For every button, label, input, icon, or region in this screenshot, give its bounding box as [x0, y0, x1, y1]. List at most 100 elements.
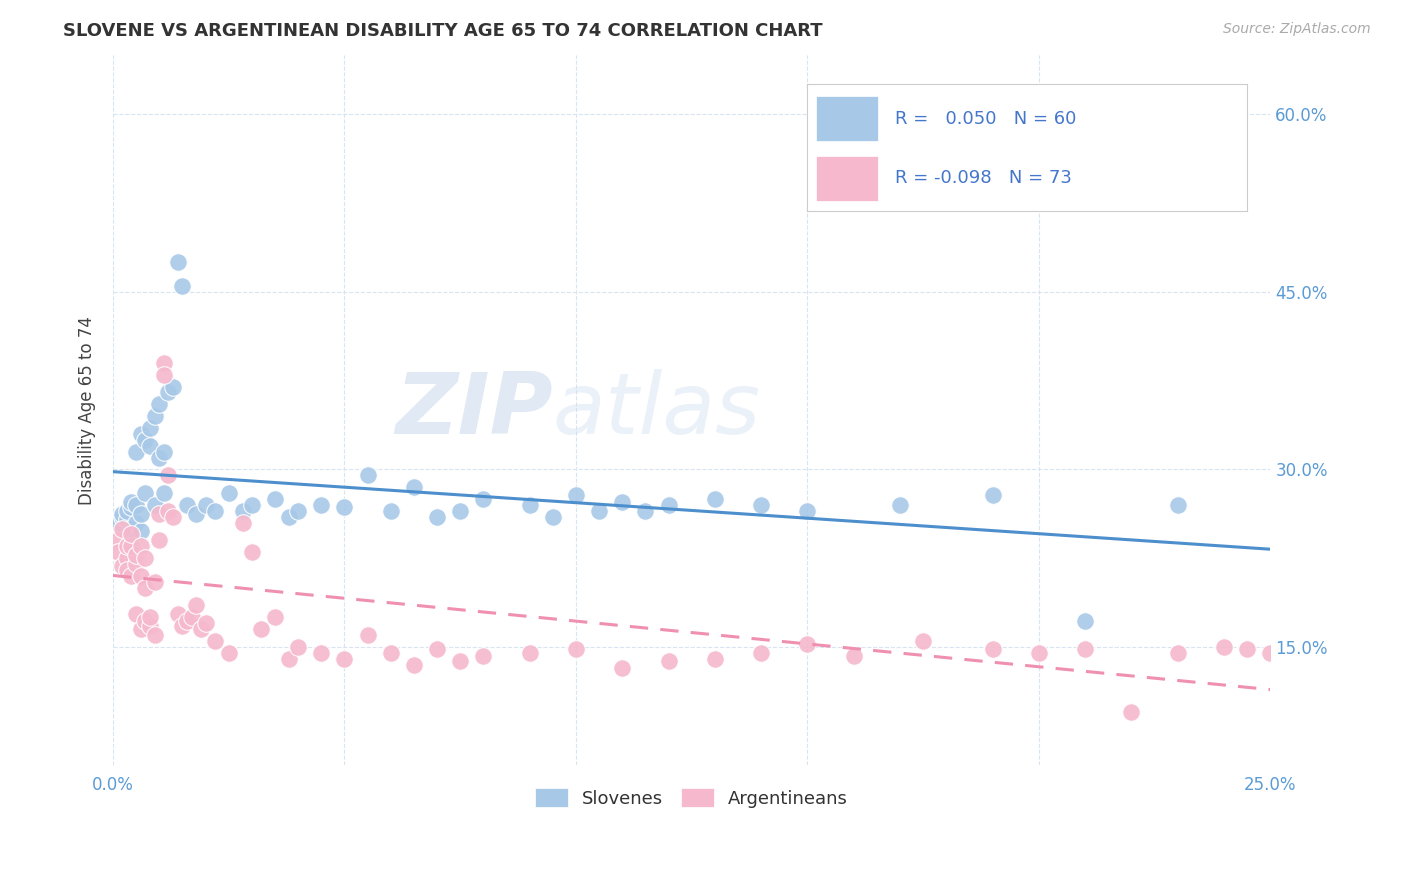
- Point: [472, 649, 495, 664]
- Point: [1236, 642, 1258, 657]
- Point: [134, 433, 156, 447]
- Point: [157, 385, 180, 400]
- Point: [311, 646, 333, 660]
- Point: [125, 516, 148, 530]
- Point: [287, 504, 309, 518]
- Point: [157, 504, 180, 518]
- Point: [981, 488, 1004, 502]
- Point: [125, 607, 148, 621]
- Point: [157, 468, 180, 483]
- Point: [120, 522, 142, 536]
- Point: [1028, 646, 1050, 660]
- Point: [703, 651, 725, 665]
- Point: [1074, 642, 1097, 657]
- Point: [449, 654, 471, 668]
- Point: [194, 498, 217, 512]
- Point: [111, 522, 134, 536]
- Point: [107, 533, 129, 548]
- Point: [153, 486, 176, 500]
- Point: [218, 486, 240, 500]
- Text: ZIP: ZIP: [395, 368, 553, 451]
- Point: [148, 533, 170, 548]
- Point: [190, 622, 212, 636]
- Point: [115, 551, 138, 566]
- Point: [402, 480, 425, 494]
- Point: [1268, 713, 1291, 727]
- Point: [657, 654, 679, 668]
- Point: [139, 610, 162, 624]
- Point: [264, 491, 287, 506]
- Point: [176, 614, 198, 628]
- Point: [240, 498, 263, 512]
- Point: [565, 642, 588, 657]
- Point: [333, 500, 356, 515]
- Point: [449, 504, 471, 518]
- Point: [240, 545, 263, 559]
- Point: [912, 634, 935, 648]
- Point: [143, 574, 166, 589]
- Point: [1074, 614, 1097, 628]
- Y-axis label: Disability Age 65 to 74: Disability Age 65 to 74: [79, 316, 96, 505]
- Point: [153, 356, 176, 370]
- Point: [749, 646, 772, 660]
- Point: [143, 409, 166, 423]
- Point: [842, 649, 865, 664]
- Point: [139, 439, 162, 453]
- Point: [148, 508, 170, 522]
- Point: [981, 642, 1004, 657]
- Point: [519, 646, 541, 660]
- Point: [176, 498, 198, 512]
- Legend: Slovenes, Argentineans: Slovenes, Argentineans: [526, 779, 858, 816]
- Point: [120, 569, 142, 583]
- Point: [402, 657, 425, 672]
- Point: [657, 498, 679, 512]
- Point: [1282, 654, 1305, 668]
- Point: [204, 504, 226, 518]
- Point: [148, 397, 170, 411]
- Point: [134, 551, 156, 566]
- Point: [426, 642, 449, 657]
- Point: [120, 495, 142, 509]
- Point: [125, 557, 148, 571]
- Point: [264, 610, 287, 624]
- Point: [115, 512, 138, 526]
- Text: Source: ZipAtlas.com: Source: ZipAtlas.com: [1223, 22, 1371, 37]
- Point: [134, 486, 156, 500]
- Point: [129, 622, 152, 636]
- Point: [1121, 705, 1143, 719]
- Point: [148, 450, 170, 465]
- Point: [134, 614, 156, 628]
- Point: [333, 651, 356, 665]
- Point: [129, 426, 152, 441]
- Point: [1167, 646, 1189, 660]
- Point: [380, 504, 402, 518]
- Point: [612, 661, 634, 675]
- Point: [107, 516, 129, 530]
- Text: SLOVENE VS ARGENTINEAN DISABILITY AGE 65 TO 74 CORRELATION CHART: SLOVENE VS ARGENTINEAN DISABILITY AGE 65…: [63, 22, 823, 40]
- Point: [749, 498, 772, 512]
- Point: [186, 508, 208, 522]
- Point: [218, 646, 240, 660]
- Point: [612, 495, 634, 509]
- Point: [380, 646, 402, 660]
- Point: [1272, 646, 1295, 660]
- Point: [129, 524, 152, 538]
- Point: [125, 444, 148, 458]
- Point: [143, 498, 166, 512]
- Point: [125, 498, 148, 512]
- Point: [277, 651, 299, 665]
- Point: [107, 545, 129, 559]
- Point: [139, 421, 162, 435]
- Point: [162, 379, 184, 393]
- Point: [796, 638, 818, 652]
- Point: [120, 527, 142, 541]
- Point: [1213, 640, 1236, 654]
- Point: [1260, 646, 1282, 660]
- Point: [204, 634, 226, 648]
- Point: [139, 618, 162, 632]
- Point: [129, 508, 152, 522]
- Point: [111, 508, 134, 522]
- Point: [115, 504, 138, 518]
- Point: [143, 628, 166, 642]
- Point: [287, 640, 309, 654]
